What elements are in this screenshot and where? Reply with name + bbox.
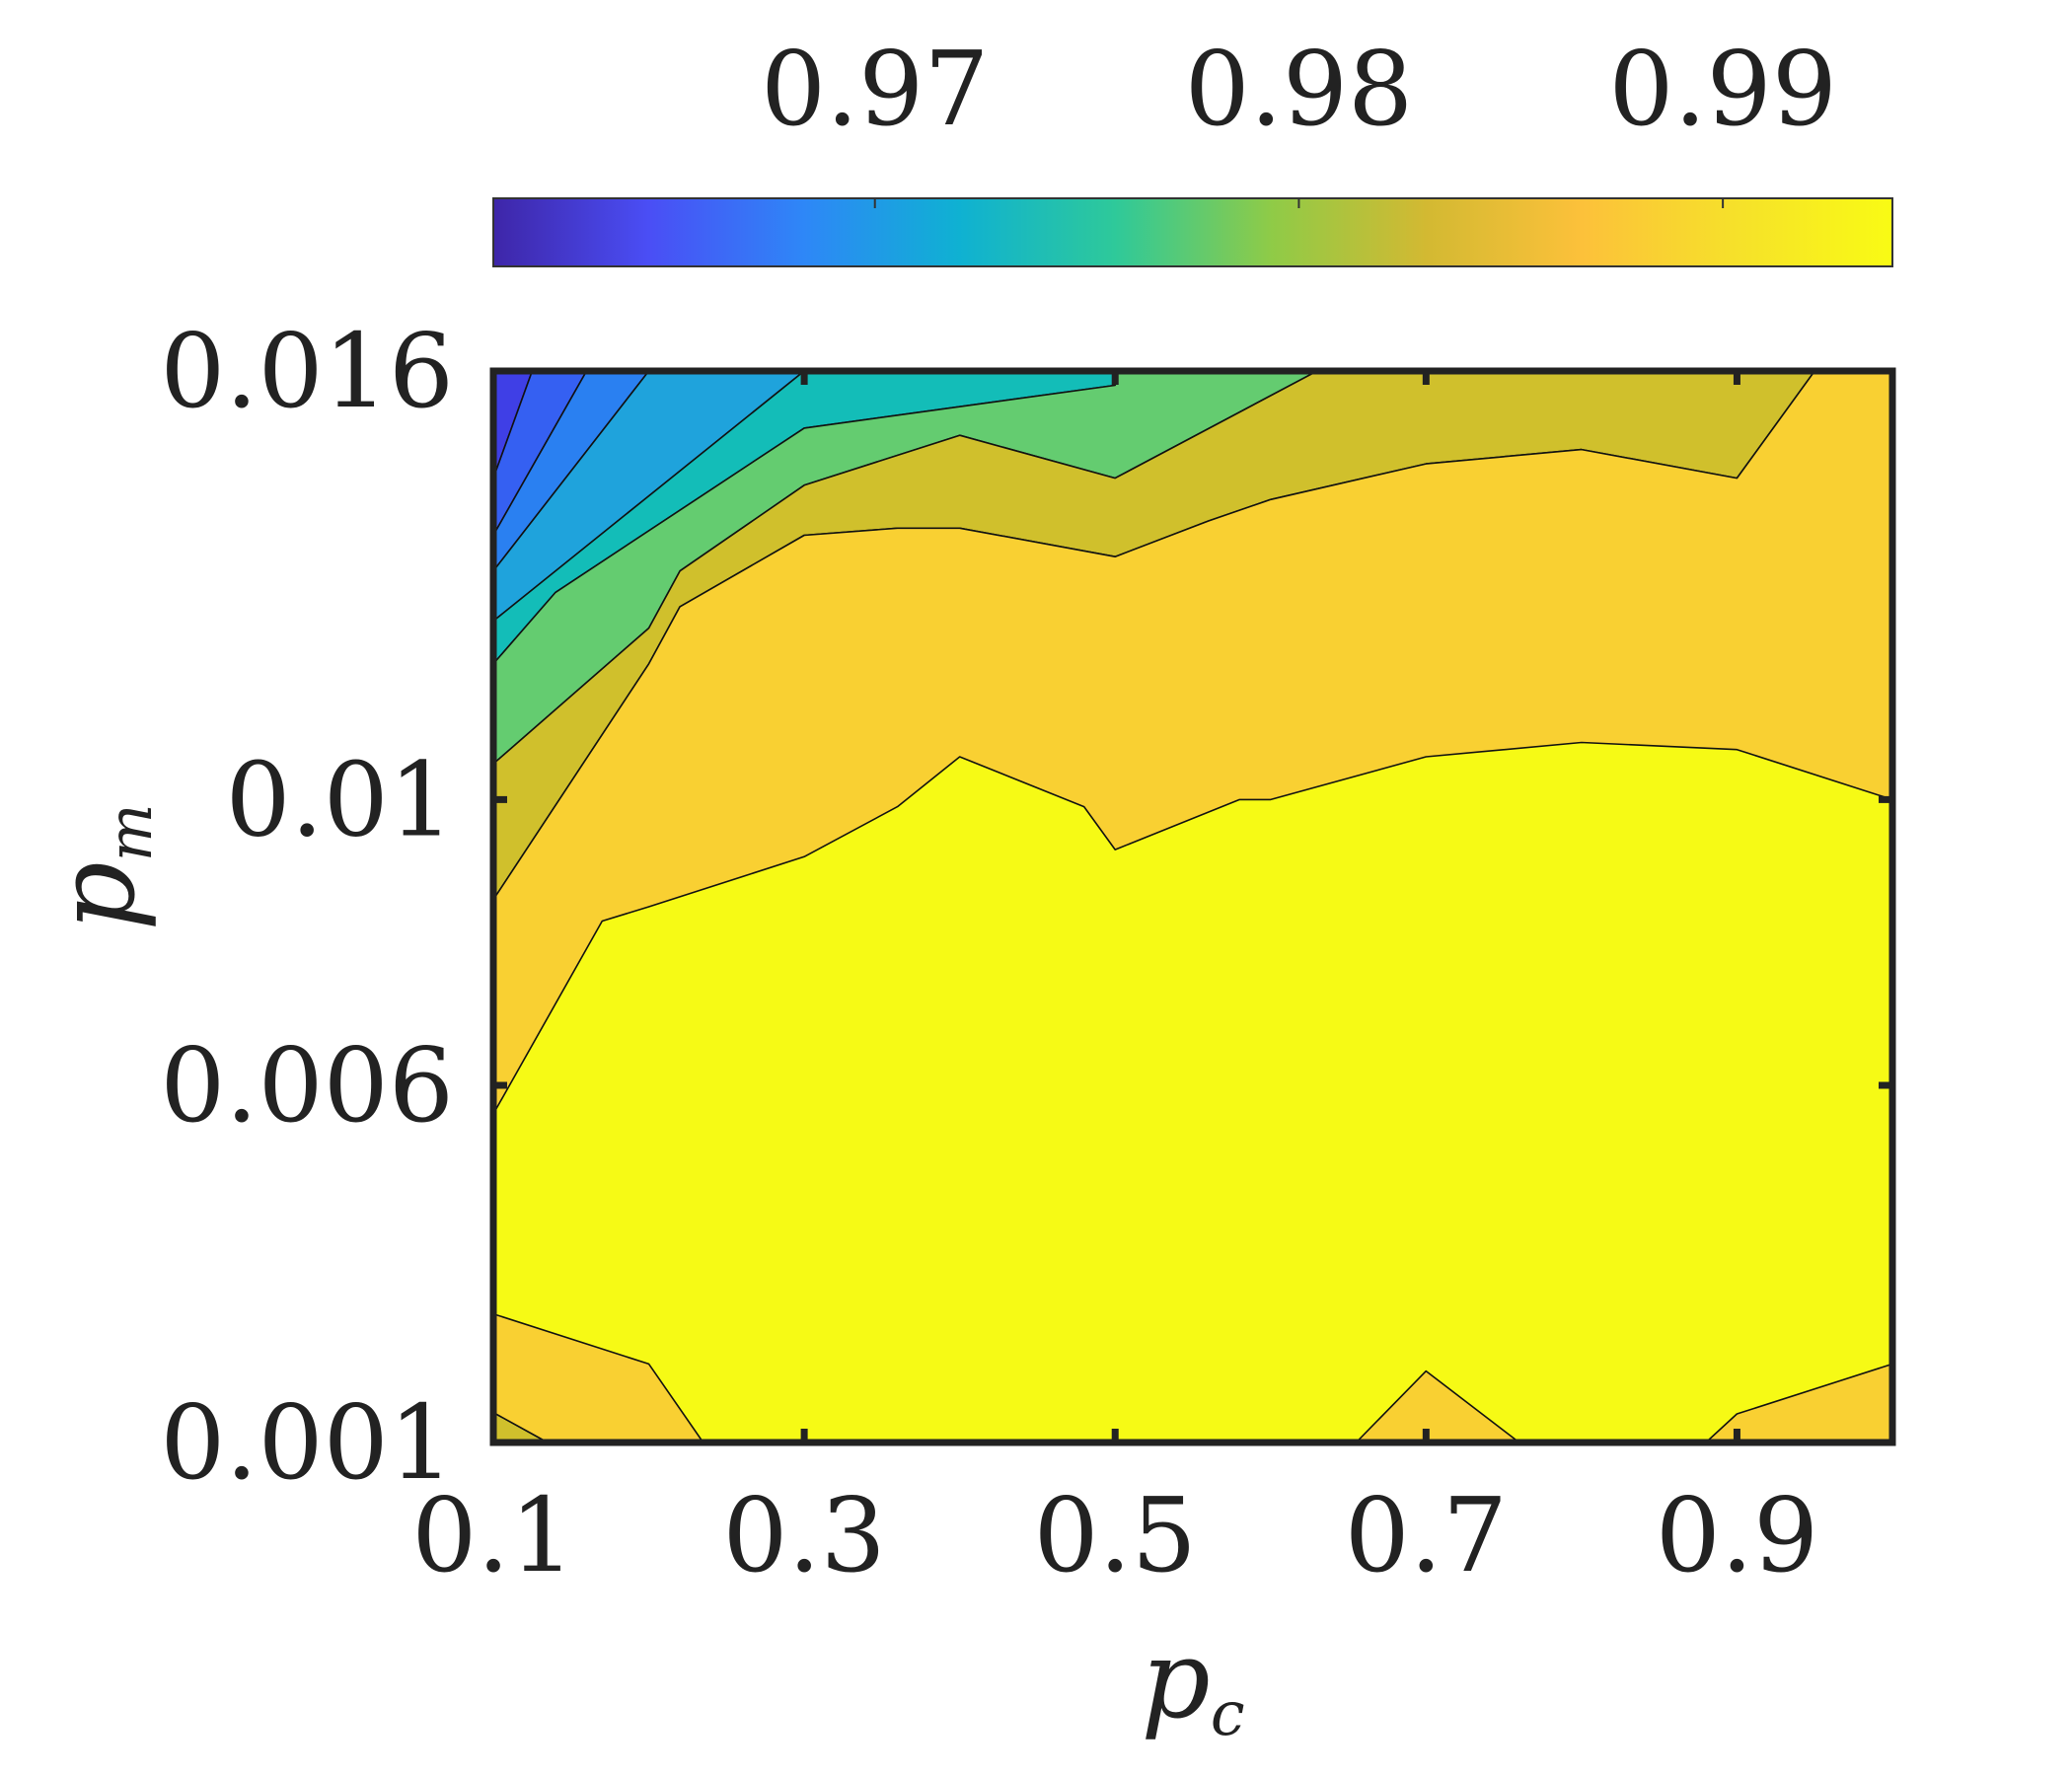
x-tick-label: 0.9 bbox=[1656, 1475, 1818, 1595]
contour-bands bbox=[493, 371, 1892, 1443]
colorbar-ticks: 0.97 0.98 0.99 bbox=[761, 29, 1837, 208]
contour-band-10 bbox=[1355, 1369, 1520, 1443]
x-tick-label: 0.5 bbox=[1034, 1475, 1197, 1595]
y-tick-label: 0.01 bbox=[225, 739, 454, 859]
colorbar-tick-label: 0.97 bbox=[761, 29, 990, 149]
y-tick-label: 0.016 bbox=[160, 311, 454, 431]
plot-frame bbox=[489, 367, 1896, 1446]
x-tick-label: 0.7 bbox=[1345, 1475, 1508, 1595]
x-axis-ticks: 0.1 0.3 0.5 0.7 0.9 bbox=[411, 371, 1818, 1595]
y-axis-ticks: 0.001 0.006 0.01 0.016 bbox=[160, 311, 1892, 1503]
x-axis-label: pc bbox=[1141, 1616, 1244, 1749]
contour-band-8 bbox=[493, 371, 1892, 1115]
x-tick-label: 0.1 bbox=[411, 1475, 574, 1595]
contour-band-9 bbox=[493, 1312, 704, 1443]
colorbar-tick-label: 0.98 bbox=[1185, 29, 1414, 149]
x-tick-label: 0.3 bbox=[722, 1475, 885, 1595]
colorbar bbox=[492, 197, 1893, 267]
y-tick-label: 0.006 bbox=[160, 1025, 454, 1146]
contour-band-11 bbox=[1705, 1363, 1892, 1443]
colorbar-tick-label: 0.99 bbox=[1608, 29, 1837, 149]
y-axis-label: pm bbox=[33, 803, 166, 930]
y-tick-label: 0.001 bbox=[160, 1382, 454, 1503]
